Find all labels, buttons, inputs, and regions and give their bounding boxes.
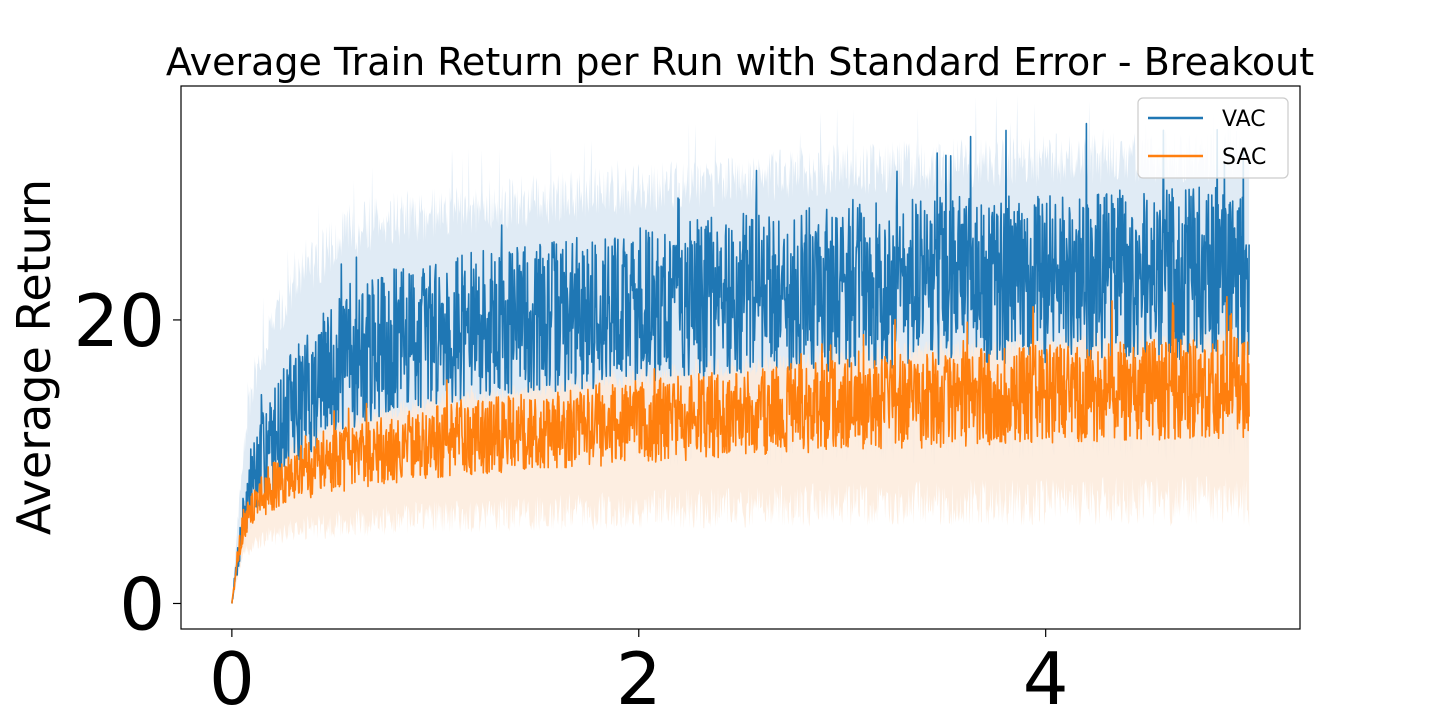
series-line-vac <box>231 122 1250 604</box>
plot-frame <box>180 85 1301 630</box>
legend: VAC SAC <box>1137 97 1289 179</box>
y-tick-label: 0 <box>119 562 165 646</box>
legend-label-vac: VAC <box>1222 107 1266 132</box>
x-tick-label: 4 <box>1023 637 1069 707</box>
x-tick-label: 0 <box>209 637 255 707</box>
axis-ticks: 0 2 4 0 20 <box>73 279 1068 707</box>
y-axis-label: Average Return <box>7 179 61 535</box>
legend-label-sac: SAC <box>1222 145 1266 170</box>
plot-area <box>231 95 1250 604</box>
series-line-sac <box>231 295 1250 604</box>
x-tick-label: 2 <box>616 637 662 707</box>
y-tick-label: 20 <box>73 279 165 363</box>
chart-title: Average Train Return per Run with Standa… <box>166 40 1314 84</box>
